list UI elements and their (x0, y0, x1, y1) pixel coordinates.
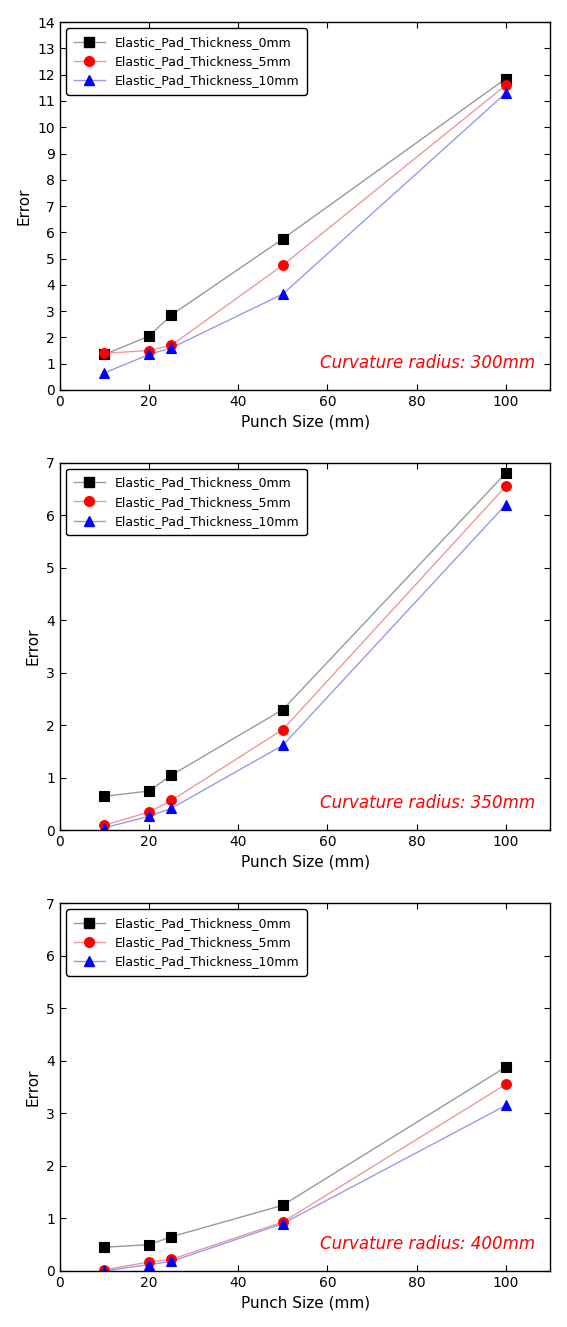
Elastic_Pad_Thickness_10mm (502, 1097, 509, 1113)
Line: Elastic_Pad_Thickness_5mm: Elastic_Pad_Thickness_5mm (100, 81, 511, 358)
Elastic_Pad_Thickness_5mm (280, 722, 286, 738)
Legend: Elastic_Pad_Thickness_0mm, Elastic_Pad_Thickness_5mm, Elastic_Pad_Thickness_10mm: Elastic_Pad_Thickness_0mm, Elastic_Pad_T… (66, 28, 307, 96)
Elastic_Pad_Thickness_10mm (280, 738, 286, 754)
X-axis label: Punch Size (mm): Punch Size (mm) (240, 855, 370, 871)
Elastic_Pad_Thickness_0mm (502, 1059, 509, 1075)
Line: Elastic_Pad_Thickness_10mm: Elastic_Pad_Thickness_10mm (100, 500, 511, 832)
Line: Elastic_Pad_Thickness_5mm: Elastic_Pad_Thickness_5mm (100, 1080, 511, 1275)
Elastic_Pad_Thickness_5mm (502, 1076, 509, 1092)
Elastic_Pad_Thickness_5mm (146, 342, 153, 358)
Legend: Elastic_Pad_Thickness_0mm, Elastic_Pad_Thickness_5mm, Elastic_Pad_Thickness_10mm: Elastic_Pad_Thickness_0mm, Elastic_Pad_T… (66, 909, 307, 975)
Elastic_Pad_Thickness_5mm (280, 257, 286, 273)
Elastic_Pad_Thickness_5mm (168, 1251, 175, 1267)
Line: Elastic_Pad_Thickness_0mm: Elastic_Pad_Thickness_0mm (100, 74, 511, 360)
Elastic_Pad_Thickness_10mm (146, 1257, 153, 1273)
Elastic_Pad_Thickness_5mm (146, 804, 153, 820)
Elastic_Pad_Thickness_5mm (502, 478, 509, 494)
Elastic_Pad_Thickness_10mm (280, 287, 286, 303)
Elastic_Pad_Thickness_0mm (502, 466, 509, 482)
Elastic_Pad_Thickness_0mm (146, 783, 153, 799)
Elastic_Pad_Thickness_0mm (146, 1237, 153, 1253)
Elastic_Pad_Thickness_5mm (502, 77, 509, 93)
Elastic_Pad_Thickness_0mm (280, 1197, 286, 1213)
Line: Elastic_Pad_Thickness_5mm: Elastic_Pad_Thickness_5mm (100, 482, 511, 831)
X-axis label: Punch Size (mm): Punch Size (mm) (240, 414, 370, 430)
Text: Curvature radius: 350mm: Curvature radius: 350mm (320, 794, 536, 812)
Elastic_Pad_Thickness_5mm (168, 792, 175, 808)
Elastic_Pad_Thickness_10mm (168, 1254, 175, 1270)
Elastic_Pad_Thickness_10mm (146, 346, 153, 362)
Text: Curvature radius: 400mm: Curvature radius: 400mm (320, 1234, 536, 1253)
Elastic_Pad_Thickness_0mm (101, 346, 108, 362)
Elastic_Pad_Thickness_0mm (146, 328, 153, 344)
Elastic_Pad_Thickness_10mm (101, 1263, 108, 1279)
Y-axis label: Error: Error (26, 1068, 41, 1105)
Elastic_Pad_Thickness_0mm (280, 231, 286, 247)
Elastic_Pad_Thickness_0mm (168, 307, 175, 322)
Line: Elastic_Pad_Thickness_0mm: Elastic_Pad_Thickness_0mm (100, 468, 511, 802)
Elastic_Pad_Thickness_0mm (280, 702, 286, 718)
Line: Elastic_Pad_Thickness_0mm: Elastic_Pad_Thickness_0mm (100, 1062, 511, 1253)
Elastic_Pad_Thickness_0mm (101, 788, 108, 804)
Legend: Elastic_Pad_Thickness_0mm, Elastic_Pad_Thickness_5mm, Elastic_Pad_Thickness_10mm: Elastic_Pad_Thickness_0mm, Elastic_Pad_T… (66, 468, 307, 535)
Elastic_Pad_Thickness_5mm (101, 345, 108, 361)
Text: Curvature radius: 300mm: Curvature radius: 300mm (320, 353, 536, 372)
Elastic_Pad_Thickness_10mm (146, 808, 153, 824)
Elastic_Pad_Thickness_0mm (502, 70, 509, 86)
Elastic_Pad_Thickness_0mm (168, 1229, 175, 1245)
Elastic_Pad_Thickness_5mm (280, 1214, 286, 1230)
Elastic_Pad_Thickness_5mm (101, 817, 108, 833)
Elastic_Pad_Thickness_10mm (502, 85, 509, 101)
Elastic_Pad_Thickness_0mm (168, 767, 175, 783)
Elastic_Pad_Thickness_10mm (280, 1216, 286, 1231)
Y-axis label: Error: Error (16, 187, 32, 224)
Elastic_Pad_Thickness_10mm (502, 496, 509, 512)
Elastic_Pad_Thickness_0mm (101, 1239, 108, 1255)
Y-axis label: Error: Error (26, 628, 41, 665)
Elastic_Pad_Thickness_5mm (101, 1262, 108, 1278)
Elastic_Pad_Thickness_10mm (101, 365, 108, 381)
Elastic_Pad_Thickness_5mm (168, 337, 175, 353)
Elastic_Pad_Thickness_10mm (101, 820, 108, 836)
Elastic_Pad_Thickness_5mm (146, 1254, 153, 1270)
Elastic_Pad_Thickness_10mm (168, 800, 175, 816)
Elastic_Pad_Thickness_10mm (168, 340, 175, 356)
Line: Elastic_Pad_Thickness_10mm: Elastic_Pad_Thickness_10mm (100, 1100, 511, 1275)
X-axis label: Punch Size (mm): Punch Size (mm) (240, 1295, 370, 1310)
Line: Elastic_Pad_Thickness_10mm: Elastic_Pad_Thickness_10mm (100, 88, 511, 378)
